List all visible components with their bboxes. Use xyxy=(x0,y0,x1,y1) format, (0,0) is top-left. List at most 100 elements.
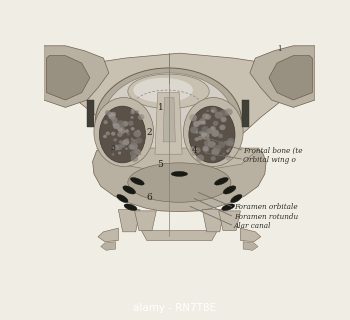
Circle shape xyxy=(129,143,136,149)
Circle shape xyxy=(130,150,137,157)
Text: 5: 5 xyxy=(158,160,163,169)
Circle shape xyxy=(133,140,135,141)
Polygon shape xyxy=(141,231,217,240)
Polygon shape xyxy=(44,46,109,108)
Circle shape xyxy=(106,132,110,135)
Ellipse shape xyxy=(223,186,236,194)
Text: 6: 6 xyxy=(147,193,152,202)
Polygon shape xyxy=(250,46,315,108)
Circle shape xyxy=(220,116,226,122)
Circle shape xyxy=(129,147,132,149)
Text: Frontal bone (te: Frontal bone (te xyxy=(243,147,303,155)
Ellipse shape xyxy=(133,78,193,102)
Ellipse shape xyxy=(124,204,137,211)
Circle shape xyxy=(204,140,211,146)
Polygon shape xyxy=(155,92,182,154)
Circle shape xyxy=(131,155,138,162)
Circle shape xyxy=(113,123,120,129)
Circle shape xyxy=(131,138,133,140)
Circle shape xyxy=(219,125,225,130)
Circle shape xyxy=(120,129,125,134)
Circle shape xyxy=(222,152,225,155)
Ellipse shape xyxy=(128,74,209,108)
Circle shape xyxy=(225,108,233,116)
Text: Alar canal: Alar canal xyxy=(234,222,271,230)
Circle shape xyxy=(214,110,217,113)
Circle shape xyxy=(215,111,223,119)
Ellipse shape xyxy=(131,178,144,185)
Circle shape xyxy=(131,108,135,112)
Circle shape xyxy=(224,140,228,144)
Circle shape xyxy=(193,121,200,127)
Circle shape xyxy=(198,119,204,125)
Polygon shape xyxy=(135,211,156,231)
Polygon shape xyxy=(163,98,175,142)
Circle shape xyxy=(202,126,209,133)
Polygon shape xyxy=(219,211,240,231)
Circle shape xyxy=(202,132,210,140)
Circle shape xyxy=(227,140,233,147)
Text: Orbital wing o: Orbital wing o xyxy=(243,156,296,164)
Polygon shape xyxy=(98,228,118,242)
Circle shape xyxy=(213,121,218,126)
Polygon shape xyxy=(97,148,259,170)
Circle shape xyxy=(200,117,204,121)
Text: 3: 3 xyxy=(110,144,116,152)
Circle shape xyxy=(218,141,225,148)
Circle shape xyxy=(121,141,125,145)
Circle shape xyxy=(138,114,145,120)
Circle shape xyxy=(211,127,215,130)
Circle shape xyxy=(206,110,209,112)
Circle shape xyxy=(213,145,221,152)
Circle shape xyxy=(226,143,229,146)
Circle shape xyxy=(105,110,111,115)
Text: Foramen orbitale: Foramen orbitale xyxy=(234,203,297,211)
Text: 1: 1 xyxy=(278,44,282,52)
Circle shape xyxy=(117,120,125,127)
Circle shape xyxy=(226,150,229,152)
Ellipse shape xyxy=(94,98,154,166)
Circle shape xyxy=(224,141,227,144)
Circle shape xyxy=(211,109,215,113)
Ellipse shape xyxy=(183,98,243,166)
Circle shape xyxy=(125,129,129,133)
Circle shape xyxy=(131,116,134,119)
Circle shape xyxy=(227,138,235,145)
Circle shape xyxy=(228,148,231,151)
Circle shape xyxy=(198,136,203,140)
Circle shape xyxy=(131,127,134,131)
Ellipse shape xyxy=(123,186,135,194)
Circle shape xyxy=(135,110,139,114)
Circle shape xyxy=(122,121,128,126)
Circle shape xyxy=(201,132,207,137)
Circle shape xyxy=(131,110,135,114)
Circle shape xyxy=(111,117,118,123)
Circle shape xyxy=(213,142,216,145)
Circle shape xyxy=(127,132,130,135)
Circle shape xyxy=(199,131,203,134)
Ellipse shape xyxy=(99,106,146,163)
Circle shape xyxy=(190,126,198,133)
Circle shape xyxy=(134,149,141,155)
Polygon shape xyxy=(242,100,248,127)
Circle shape xyxy=(111,112,116,116)
Polygon shape xyxy=(47,56,90,100)
Polygon shape xyxy=(57,53,301,144)
Circle shape xyxy=(195,137,199,141)
Text: 1: 1 xyxy=(158,103,163,112)
Circle shape xyxy=(135,137,142,144)
Polygon shape xyxy=(118,210,140,232)
Circle shape xyxy=(122,139,130,145)
Text: Foramen rotundu: Foramen rotundu xyxy=(234,212,298,220)
Circle shape xyxy=(207,128,212,133)
Circle shape xyxy=(196,155,204,162)
Circle shape xyxy=(202,121,206,125)
Circle shape xyxy=(218,133,223,138)
Circle shape xyxy=(225,155,231,160)
Circle shape xyxy=(118,152,121,155)
Circle shape xyxy=(116,144,122,150)
Text: alamy - RN7T8E: alamy - RN7T8E xyxy=(133,303,217,314)
Circle shape xyxy=(118,128,123,132)
Circle shape xyxy=(190,146,197,153)
Circle shape xyxy=(113,145,119,150)
